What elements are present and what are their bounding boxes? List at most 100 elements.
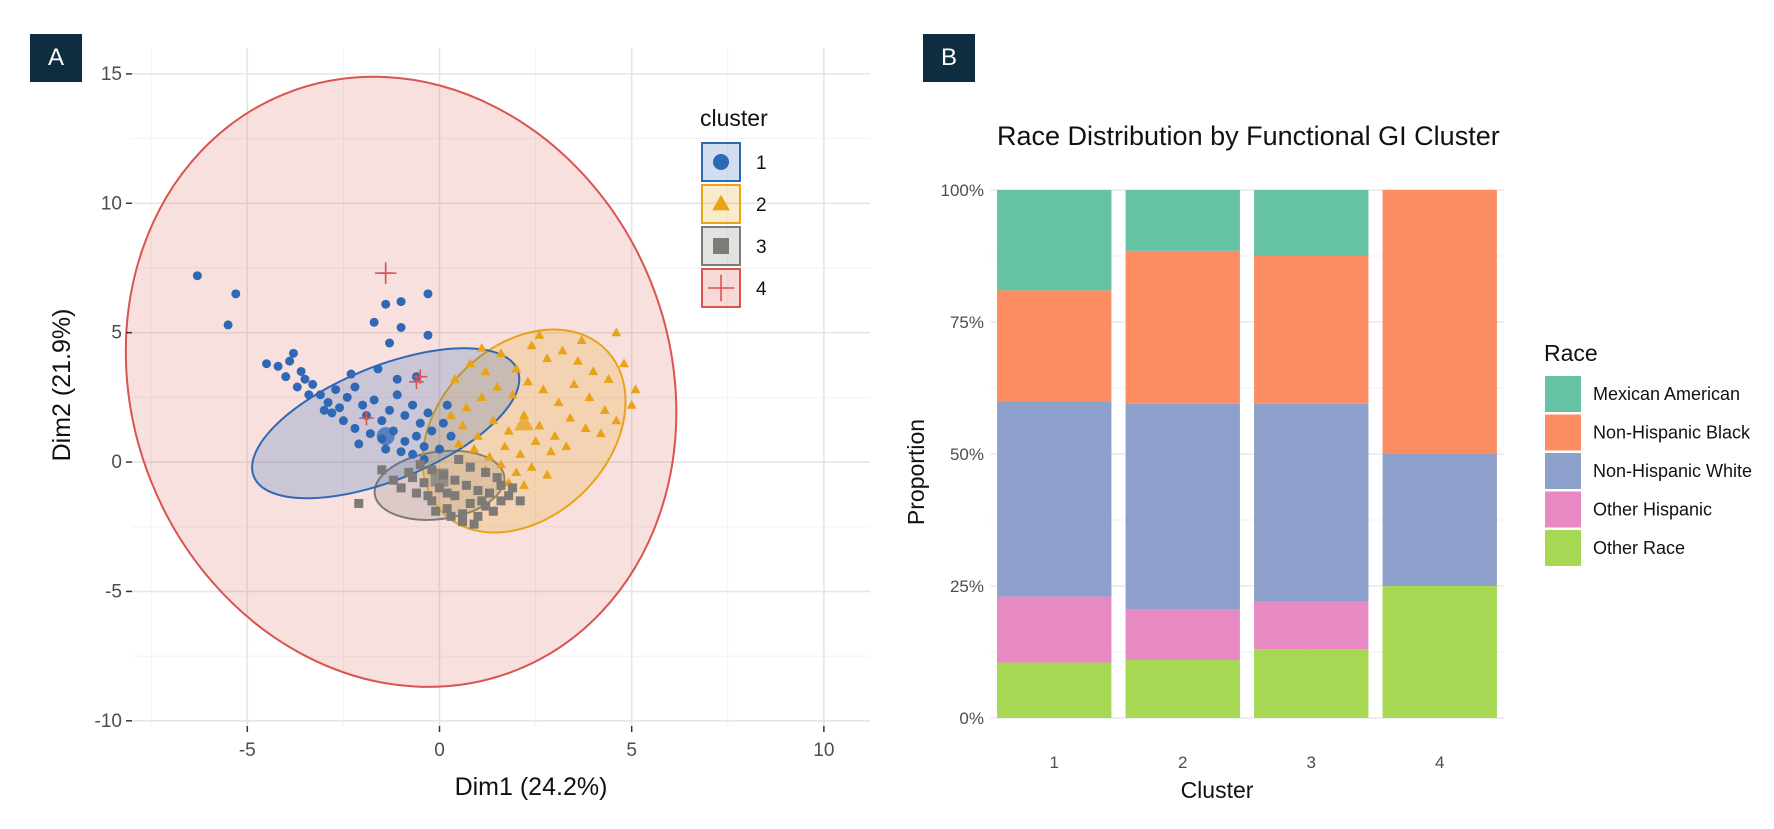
x-tick-label: 5 (626, 740, 637, 761)
point-cluster-3 (408, 473, 418, 483)
point-cluster-2 (488, 415, 499, 425)
point-cluster-3 (496, 496, 506, 506)
point-cluster-2 (557, 345, 568, 355)
point-cluster-3 (450, 475, 460, 485)
bar-cluster-2-mexican-american (1125, 190, 1240, 251)
legend-title: Race (1544, 340, 1598, 366)
point-cluster-2 (519, 480, 530, 489)
bar-cluster-3-other-race (1254, 649, 1369, 718)
bar-cluster-3-other-hispanic (1254, 601, 1369, 650)
y-tick-label: 5 (111, 323, 122, 344)
point-cluster-1 (300, 374, 310, 384)
point-cluster-2 (619, 358, 629, 368)
legend-marker-4 (707, 274, 735, 302)
point-cluster-2 (480, 366, 491, 376)
point-cluster-1 (423, 289, 433, 299)
point-cluster-2 (595, 428, 606, 438)
point-cluster-2 (611, 327, 622, 337)
point-cluster-3 (396, 483, 406, 493)
point-cluster-3 (419, 478, 429, 488)
point-cluster-2 (496, 459, 506, 469)
legend-label-1: 1 (756, 153, 767, 174)
point-cluster-1 (281, 372, 291, 382)
bar-cluster-1-other-race (997, 662, 1112, 718)
point-cluster-3 (442, 488, 452, 498)
point-cluster-3 (481, 467, 491, 477)
point-cluster-2 (542, 353, 553, 363)
point-cluster-2 (492, 381, 503, 391)
point-cluster-2 (472, 430, 483, 440)
legend-key-3 (701, 226, 741, 266)
point-cluster-2 (603, 374, 614, 383)
point-cluster-1 (319, 405, 329, 415)
point-cluster-2 (469, 443, 480, 453)
point-cluster-3 (377, 465, 387, 475)
point-cluster-1 (231, 289, 241, 299)
point-cluster-3 (515, 496, 525, 506)
point-cluster-2 (534, 420, 545, 430)
bar-cluster-2-other-hispanic (1125, 609, 1240, 660)
point-cluster-2 (534, 330, 545, 339)
legend-key-non-hispanic-black (1545, 414, 1581, 451)
point-cluster-1 (358, 400, 368, 410)
point-cluster-1 (335, 403, 345, 413)
point-cluster-3 (450, 491, 460, 501)
point-cluster-3 (508, 483, 518, 493)
point-cluster-2 (569, 379, 579, 389)
point-cluster-1 (350, 423, 360, 433)
centroid-cluster-3 (430, 468, 449, 487)
point-cluster-3 (465, 498, 475, 508)
point-cluster-1 (338, 416, 348, 426)
y-tick-label: 0 (111, 452, 122, 473)
point-cluster-1 (411, 431, 421, 441)
point-cluster-2 (507, 389, 518, 399)
stacked-bars (997, 190, 1497, 718)
point-cluster-3 (446, 511, 456, 521)
legend-label-2: 2 (756, 195, 767, 216)
legend-key-mexican-american (1545, 376, 1581, 412)
point-cluster-2 (499, 441, 510, 451)
point-cluster-2 (526, 462, 537, 471)
point-cluster-1 (288, 348, 298, 358)
legend: cluster 1 2 3 4 (700, 105, 768, 308)
point-cluster-3 (427, 496, 437, 506)
legend-key-other-hispanic (1545, 491, 1581, 528)
point-cluster-1 (392, 374, 402, 384)
point-cluster-3 (404, 467, 414, 477)
point-cluster-2 (484, 451, 495, 461)
point-cluster-3 (473, 486, 483, 496)
legend-label-non-hispanic-white: Non-Hispanic White (1593, 461, 1752, 481)
panel-b: 0% 25% 50% 75% 100% 1 2 3 4 Race Distribution by … (887, 0, 1774, 829)
point-cluster-1 (438, 418, 448, 428)
point-cluster-2 (453, 438, 464, 448)
bar-cluster-1-mexican-american (997, 190, 1112, 291)
point-cluster-2 (476, 343, 487, 352)
bar-cluster-3-non-hispanic-black (1254, 256, 1369, 404)
bar-cluster-4-non-hispanic-black (1382, 190, 1497, 454)
point-cluster-3 (454, 454, 464, 464)
point-cluster-3 (492, 473, 502, 483)
point-cluster-1 (415, 418, 425, 428)
legend-label-non-hispanic-black: Non-Hispanic Black (1593, 423, 1751, 443)
point-cluster-1 (442, 400, 452, 410)
point-cluster-1 (408, 400, 418, 410)
point-cluster-3 (473, 511, 483, 521)
point-cluster-1 (369, 395, 379, 405)
point-cluster-3 (465, 462, 475, 472)
grid-lines (132, 48, 870, 726)
x-tick-label: 1 (1050, 753, 1059, 772)
point-cluster-3 (442, 504, 452, 514)
point-cluster-1 (369, 317, 379, 327)
panel-a: -5 0 5 10 -10 -5 0 5 10 15 Dim1 (24.2%) Dim2 (21.9%… (30, 34, 870, 801)
race-distribution-chart: 0% 25% 50% 75% 100% 1 2 3 4 Race Distribution by … (903, 121, 1752, 803)
point-cluster-2 (522, 376, 533, 386)
point-cluster-2 (580, 423, 591, 433)
point-cluster-2 (542, 469, 553, 479)
bar-cluster-1-non-hispanic-white (997, 401, 1112, 597)
legend-marker-3 (713, 238, 729, 254)
point-cluster-1 (262, 359, 272, 369)
point-cluster-2 (515, 449, 526, 458)
point-cluster-3 (435, 483, 444, 493)
bar-cluster-3-mexican-american (1254, 190, 1369, 256)
point-cluster-4 (359, 410, 374, 426)
